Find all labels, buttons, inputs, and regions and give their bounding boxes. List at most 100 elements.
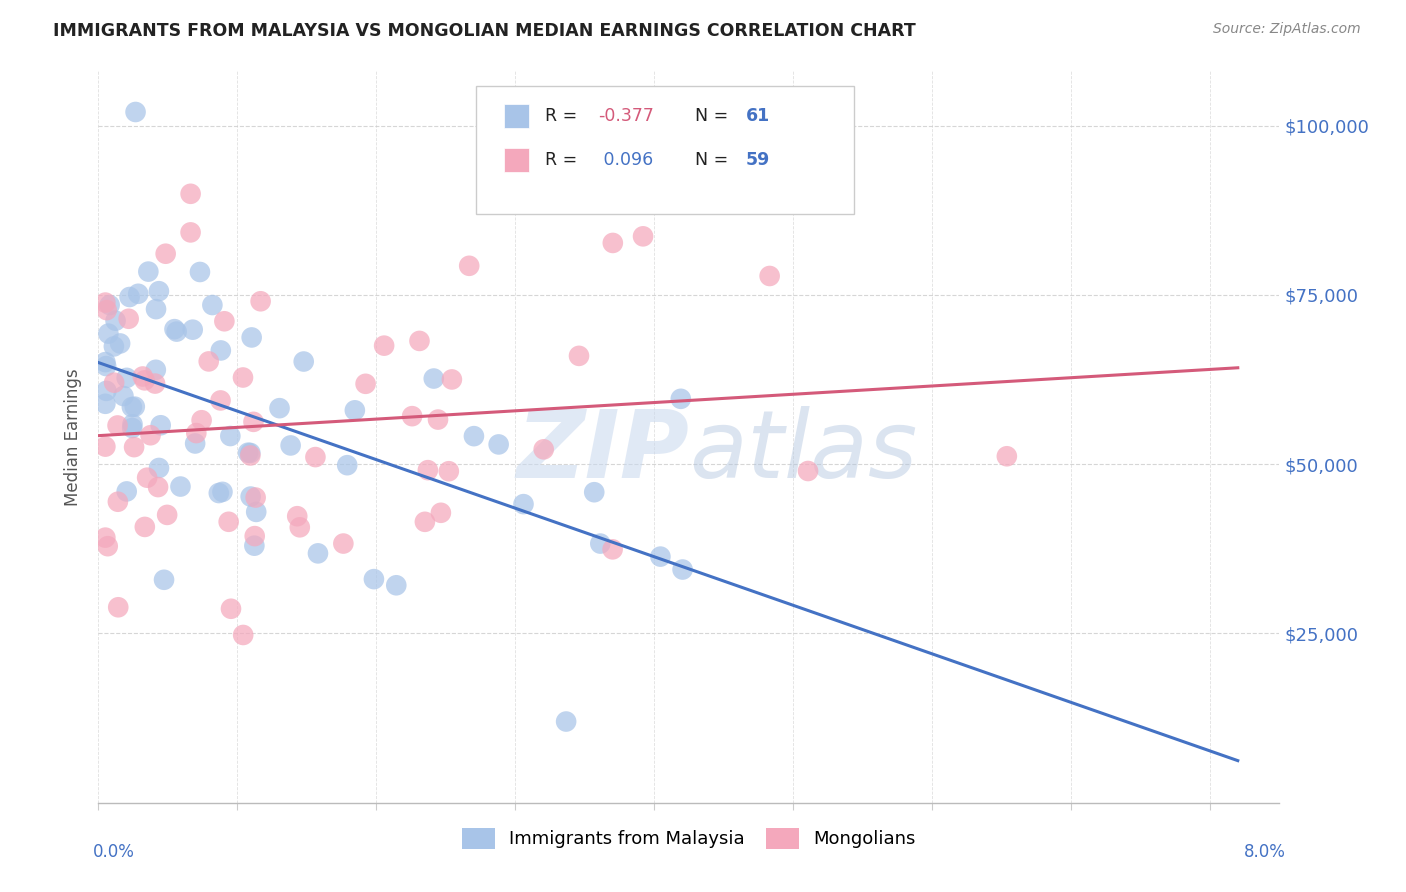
Point <box>242 415 264 429</box>
Point <box>148 461 170 475</box>
FancyBboxPatch shape <box>503 148 530 172</box>
Point <box>145 363 167 377</box>
Point <box>232 370 254 384</box>
Point <box>163 322 186 336</box>
Point <box>115 371 138 385</box>
Point <box>797 464 820 478</box>
Point <box>555 714 578 729</box>
Point <box>156 508 179 522</box>
Point <box>124 400 146 414</box>
Point <box>463 429 485 443</box>
Point <box>115 484 138 499</box>
Point <box>94 397 117 411</box>
Point <box>97 539 120 553</box>
Point <box>121 421 143 435</box>
Point <box>197 354 219 368</box>
Point <box>307 546 329 560</box>
Point <box>288 520 311 534</box>
Point <box>332 536 354 550</box>
Point <box>631 229 654 244</box>
Point <box>208 486 231 500</box>
Y-axis label: Median Earnings: Median Earnings <box>65 368 83 506</box>
Text: 0.096: 0.096 <box>598 152 654 169</box>
Point <box>243 539 266 553</box>
Point <box>568 349 591 363</box>
Point <box>103 376 125 390</box>
Point <box>602 235 624 250</box>
Point <box>671 562 693 576</box>
Point <box>245 505 267 519</box>
Point <box>243 529 266 543</box>
Point <box>488 437 510 451</box>
Point <box>186 426 208 441</box>
Point <box>336 458 359 473</box>
Point <box>209 343 232 358</box>
Point <box>343 403 366 417</box>
Text: -0.377: -0.377 <box>598 107 654 126</box>
Text: R =: R = <box>546 107 582 126</box>
Point <box>209 393 232 408</box>
Point <box>149 418 172 433</box>
Point <box>232 628 254 642</box>
Point <box>602 542 624 557</box>
Point <box>121 417 143 432</box>
Point <box>240 330 263 344</box>
Point <box>107 418 129 433</box>
Point <box>437 464 460 478</box>
Point <box>512 497 534 511</box>
Point <box>96 303 118 318</box>
Point <box>107 600 129 615</box>
Point <box>134 520 156 534</box>
Text: Source: ZipAtlas.com: Source: ZipAtlas.com <box>1213 22 1361 37</box>
Point <box>143 376 166 391</box>
Point <box>236 446 259 460</box>
Point <box>97 326 120 341</box>
Point <box>758 268 780 283</box>
Point <box>127 286 149 301</box>
Point <box>650 549 672 564</box>
Point <box>94 355 117 369</box>
Text: atlas: atlas <box>689 406 917 497</box>
Point <box>132 369 155 384</box>
Point <box>136 471 159 485</box>
Point <box>363 572 385 586</box>
Point <box>118 290 141 304</box>
Point <box>292 354 315 368</box>
Text: ZIP: ZIP <box>516 406 689 498</box>
Point <box>583 485 606 500</box>
FancyBboxPatch shape <box>503 104 530 128</box>
Point <box>413 515 436 529</box>
Point <box>153 573 176 587</box>
Point <box>146 480 169 494</box>
Text: IMMIGRANTS FROM MALAYSIA VS MONGOLIAN MEDIAN EARNINGS CORRELATION CHART: IMMIGRANTS FROM MALAYSIA VS MONGOLIAN ME… <box>53 22 917 40</box>
Point <box>155 246 177 260</box>
Point <box>219 429 242 443</box>
Point <box>103 339 125 353</box>
Point <box>166 325 188 339</box>
Point <box>280 438 302 452</box>
Point <box>138 264 160 278</box>
Point <box>458 259 481 273</box>
Point <box>304 450 326 464</box>
Point <box>440 372 463 386</box>
Text: N =: N = <box>695 107 734 126</box>
Point <box>408 334 430 348</box>
Point <box>122 440 145 454</box>
Point <box>108 336 131 351</box>
Point <box>181 323 204 337</box>
Point <box>134 373 156 387</box>
Point <box>98 298 121 312</box>
Legend: Immigrants from Malaysia, Mongolians: Immigrants from Malaysia, Mongolians <box>456 821 922 856</box>
Point <box>94 440 117 454</box>
Point <box>201 298 224 312</box>
Point <box>112 389 135 403</box>
Point <box>139 428 162 442</box>
Point <box>385 578 408 592</box>
Text: R =: R = <box>546 152 582 169</box>
Point <box>104 314 127 328</box>
Point <box>118 311 141 326</box>
Text: 8.0%: 8.0% <box>1243 843 1285 861</box>
Text: 61: 61 <box>745 107 770 126</box>
Point <box>169 479 191 493</box>
Point <box>211 484 233 499</box>
